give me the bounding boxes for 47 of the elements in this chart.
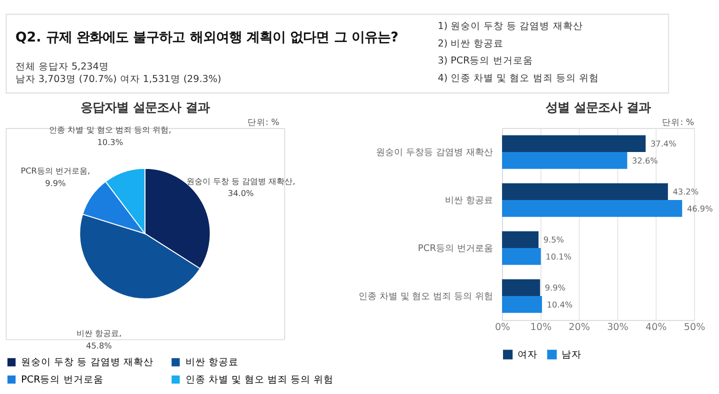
legend-label: 남자 — [562, 349, 582, 360]
data-label: 32.6% — [632, 155, 658, 166]
x-tick-label: 30% — [607, 322, 628, 334]
bar — [502, 200, 682, 217]
data-label: 9.9% — [544, 282, 566, 292]
legend-label: 여자 — [517, 349, 538, 360]
x-tick-label: 10% — [530, 322, 552, 334]
data-label: 10.4% — [546, 299, 573, 310]
bar — [502, 231, 539, 248]
data-label: 37.4% — [650, 138, 677, 149]
text: 단위: % — [662, 118, 694, 128]
x-tick-label: 50% — [684, 322, 706, 334]
x-tick-label: 40% — [645, 322, 667, 334]
y-tick-label: 원숭이 두창등 감염병 재확산 — [376, 148, 493, 158]
x-tick-label: 0% — [494, 322, 510, 334]
y-tick-label: PCR등의 번거로움 — [418, 244, 493, 254]
text: 1) 원숭이 두창 등 감염병 재확산 — [438, 21, 583, 32]
legend-label: 비싼 항공료 — [185, 357, 238, 368]
text: 전체 응답자 5,234명 — [15, 61, 109, 72]
data-label: 10.1% — [546, 251, 572, 262]
x-tick-label: 20% — [568, 322, 590, 334]
text: 단위: % — [248, 118, 280, 128]
data-label: 43.2% — [672, 186, 699, 196]
bar — [502, 135, 646, 152]
data-label: 9.5% — [543, 234, 564, 244]
bar — [502, 152, 628, 169]
bar — [502, 248, 541, 265]
data-label: 원숭이 두창 등 감염병 재확산, 34.0% — [186, 176, 296, 198]
data-label: 인종 차별 및 혐오 범죄 등의 위험, 10.3% — [49, 124, 172, 148]
y-tick-label: 인종 차별 및 혐오 범죄 등의 위험 — [358, 292, 493, 302]
legend-label: 인종 차별 및 혐오 범죄 등의 위험 — [185, 374, 334, 386]
bar — [502, 279, 540, 296]
text: Q2. 규제 완화에도 불구하고 해외여행 계획이 없다면 그 이유는? — [15, 30, 398, 46]
chart-title: 응답자별 설문조사 결과 — [80, 100, 210, 115]
text: 4) 인종 차별 및 혐오 범죄 등의 위험 — [438, 72, 599, 84]
data-label: 46.9% — [686, 203, 714, 214]
data-label: 비싼 항공료, 45.8% — [76, 328, 122, 350]
text: 남자 3,703명 (70.7%) 여자 1,531명 (29.3%) — [15, 74, 222, 85]
legend-label: PCR등의 번거로움 — [21, 374, 104, 386]
chart-title: 성별 설문조사 결과 — [546, 100, 650, 115]
y-tick-label: 비싼 항공료 — [445, 196, 493, 206]
bar — [502, 296, 542, 313]
text: 3) PCR등의 번거로움 — [438, 56, 533, 67]
bar — [502, 183, 668, 200]
data-label: PCR등의 번거로움, 9.9% — [20, 166, 90, 188]
text: 2) 비싼 항공료 — [438, 38, 504, 50]
legend-label: 원숭이 두창 등 감염병 재확산 — [21, 357, 154, 368]
